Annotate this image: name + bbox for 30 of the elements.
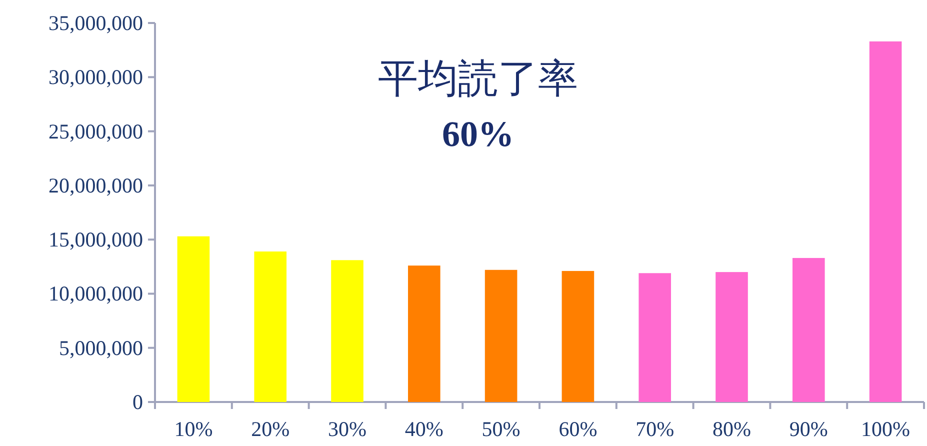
x-tick-label: 30% [328, 417, 366, 441]
y-tick-label: 35,000,000 [48, 11, 143, 35]
x-tick-label: 90% [789, 417, 828, 441]
x-tick-label: 20% [251, 417, 290, 441]
bar [484, 270, 518, 402]
x-tick-label: 70% [636, 417, 674, 441]
text: 60% [442, 114, 514, 154]
y-tick-label: 30,000,000 [48, 65, 143, 90]
x-tick-label: 80% [712, 417, 751, 441]
x-tick-label: 60% [558, 417, 598, 441]
x-tick-label: 10% [174, 417, 213, 441]
bar [638, 273, 671, 402]
bar [869, 41, 902, 402]
bar [254, 251, 286, 402]
bar [177, 236, 210, 402]
bar [331, 260, 364, 402]
y-tick-label: 0 [132, 390, 143, 414]
text: 平均読了率 [378, 56, 578, 101]
y-tick-label: 15,000,000 [48, 228, 143, 252]
x-tick-label: 100% [861, 417, 910, 441]
y-tick-label: 10,000,000 [48, 282, 143, 306]
x-tick-label: 40% [404, 417, 444, 441]
bar [792, 258, 825, 402]
bar [562, 270, 594, 402]
y-tick-label: 5,000,000 [59, 336, 143, 360]
y-tick-label: 25,000,000 [48, 119, 143, 144]
y-tick-label: 20,000,000 [48, 173, 143, 198]
bar [716, 272, 748, 402]
bar [408, 266, 440, 402]
x-tick-label: 50% [482, 417, 520, 441]
